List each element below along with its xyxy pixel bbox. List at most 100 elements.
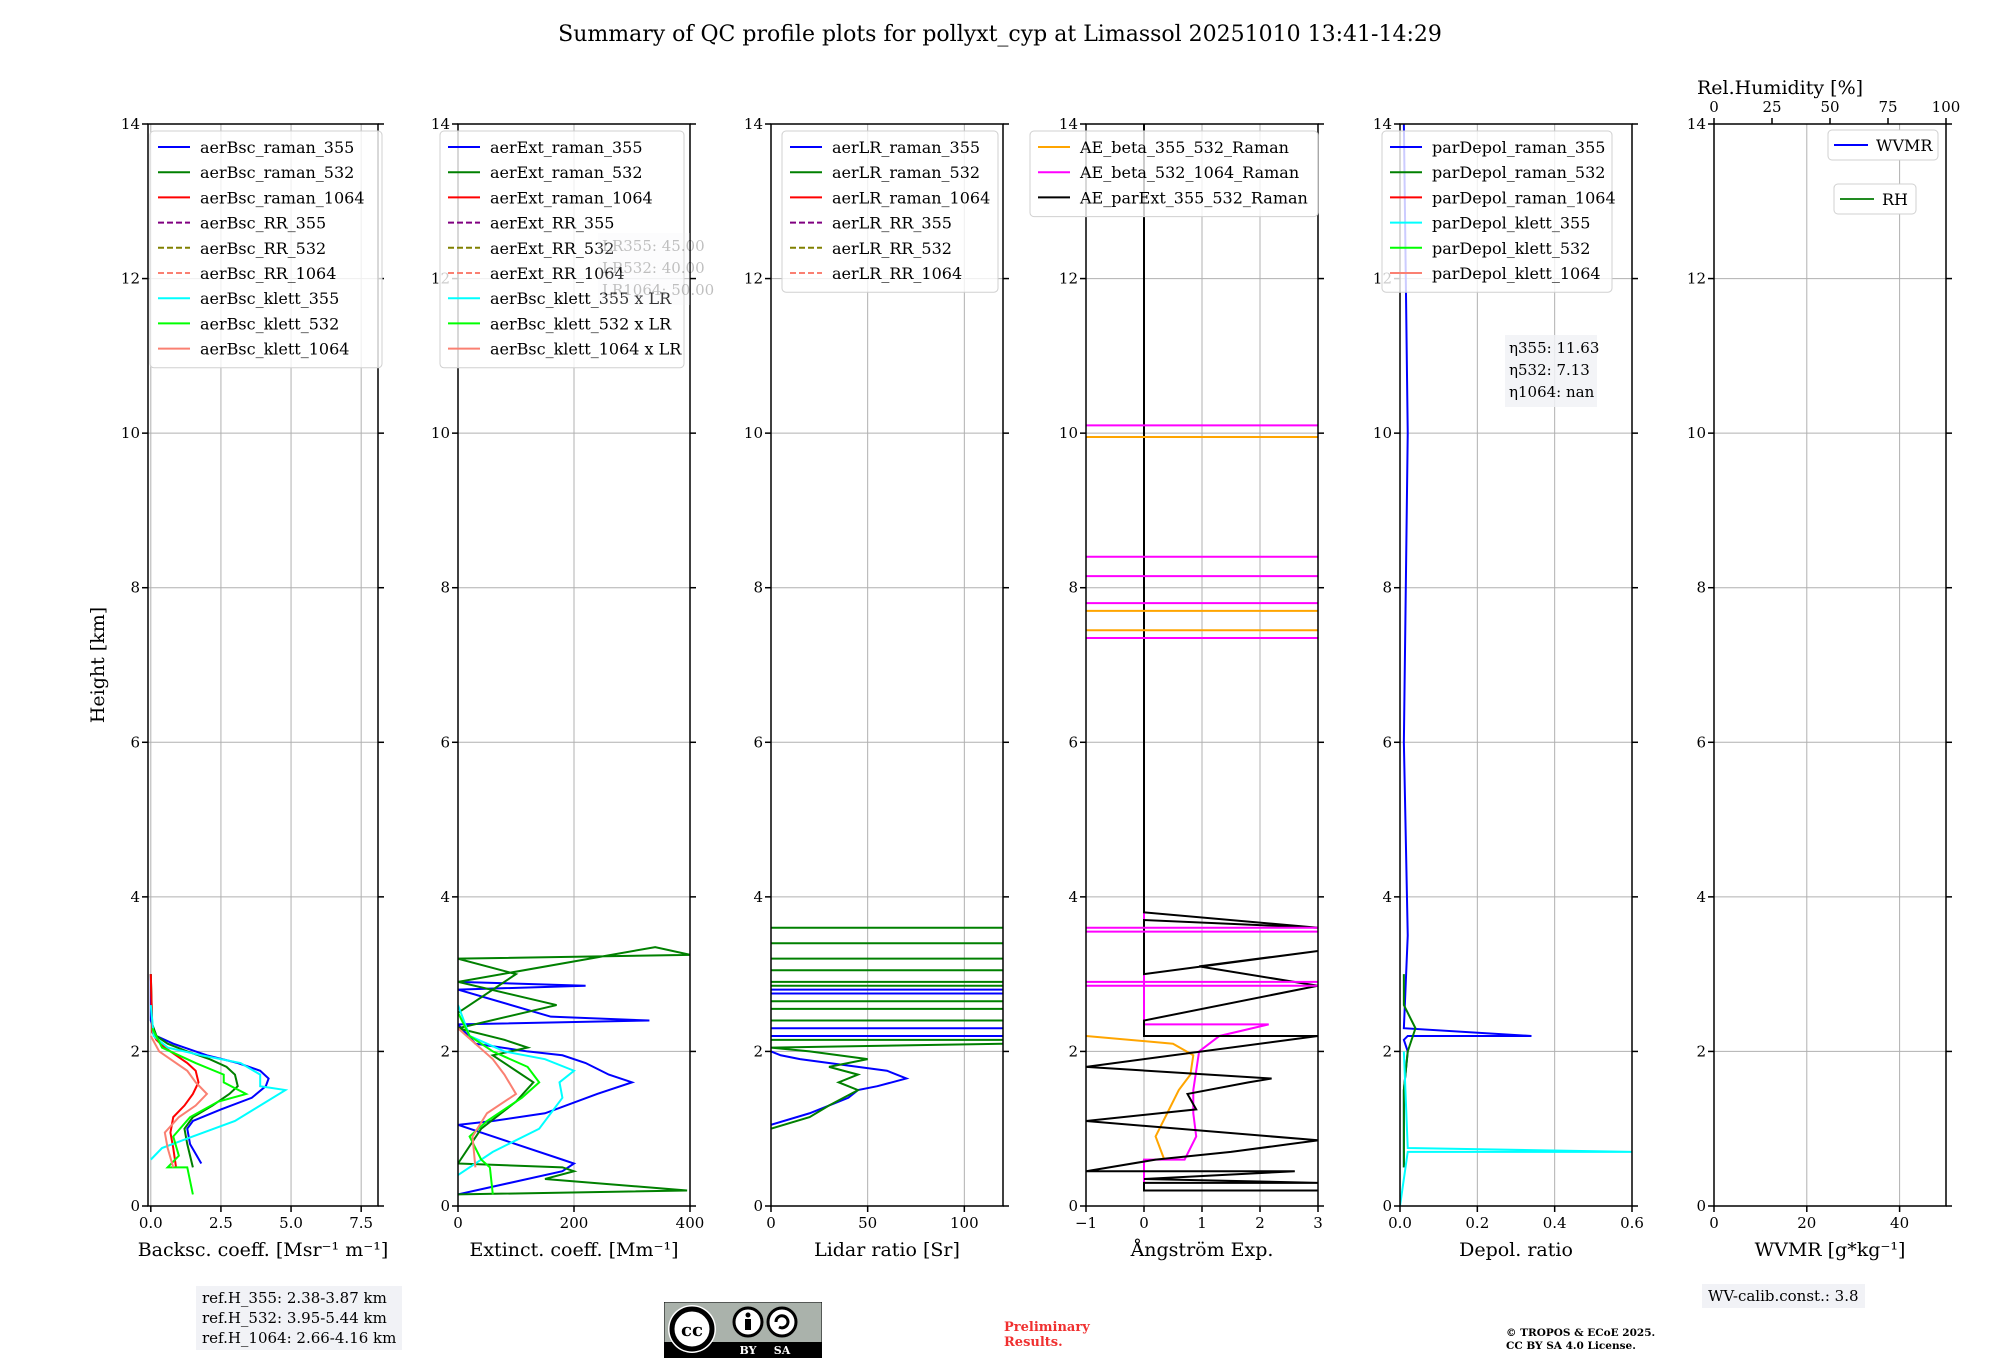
y-tick-label: 14 [744,115,763,133]
y-tick-label: 8 [1382,579,1392,597]
series-aerExt_raman_532 [458,946,690,1196]
legend-entry: aerExt_RR_355 [490,214,614,233]
x-axis-label: Backsc. coeff. [Msr⁻¹ m⁻¹] [138,1239,389,1261]
x-tick-label: 0.0 [139,1214,163,1232]
x-tick-label: 0 [453,1214,463,1232]
legend-entry: aerBsc_RR_1064 [200,264,336,283]
data-area [1400,124,1632,1206]
axes-frame [147,123,379,1207]
legend-entry: aerBsc_klett_355 [200,289,339,308]
y-tick-label: 12 [744,270,763,288]
y-tick-label: 10 [1373,424,1392,442]
legend-entry: aerBsc_klett_532 x LR [490,314,672,333]
y-tick-label: 12 [1687,270,1706,288]
cc-text: cc [681,1320,703,1341]
y-tick-label: 12 [121,270,140,288]
x-top-tick-label: 25 [1762,98,1781,116]
y-tick-label: 10 [1059,424,1078,442]
x-axis-label: Lidar ratio [Sr] [814,1239,960,1261]
legend-entry: aerLR_raman_355 [832,138,980,157]
data-area [771,926,1003,1130]
ref-height-355: ref.H_355: 2.38-3.87 km [202,1289,387,1307]
y-tick-label: 10 [1687,424,1706,442]
y-tick-label: 14 [431,115,450,133]
x-tick-label: 0.2 [1465,1214,1489,1232]
y-tick-label: 0 [753,1197,763,1215]
cc-by-sa-badge: cc BY SA [663,1301,823,1362]
x-tick-label: 5.0 [279,1214,303,1232]
preliminary-line-2: Results. [1004,1335,1063,1350]
series-aerBsc_klett_1064 [149,1035,209,1168]
y-tick-label: 8 [1696,579,1706,597]
y-tick-label: 4 [1696,888,1706,906]
y-tick-label: 4 [440,888,450,906]
series-AE_beta_355_532_Raman [1086,1034,1195,1160]
y-tick-label: 2 [440,1042,450,1060]
series-AE_parExt_355_532_Raman [1086,124,1318,1192]
series-aerBsc_klett_355 [149,1004,289,1161]
y-tick-label: 6 [1068,733,1078,751]
sa-text: SA [774,1344,791,1357]
legend-depol: parDepol_raman_355 parDepol_raman_532 parD… [1381,130,1616,293]
y-tick-label: 0 [1382,1197,1392,1215]
legend-WVMR: WVMR [1827,129,1939,161]
y-tick-label: 0 [1068,1197,1078,1215]
series-aerLR_raman_355 [771,1050,910,1126]
figure-title: Summary of QC profile plots for pollyxt_… [558,22,1442,47]
x-axis-label: Extinct. coeff. [Mm⁻¹] [469,1239,678,1261]
x-tick-label: 0 [766,1214,776,1232]
y-tick-label: 2 [130,1042,140,1060]
legend-entry: parDepol_raman_1064 [1432,188,1616,207]
panel-lr: 0 50 100 0 2 4 6 8 10 12 14 Lidar ratio [Sr] aerLR_r… [744,115,1009,1261]
wv-calib-constant: WV-calib.const.: 3.8 [1708,1287,1859,1305]
legend-entry: aerExt_RR_532 [490,239,614,258]
y-tick-label: 8 [753,579,763,597]
legend-entry: aerExt_raman_532 [490,163,643,182]
series-parDepol_raman_532 [1402,974,1417,1168]
y-tick-label: 2 [1696,1042,1706,1060]
y-tick-label: 12 [1059,270,1078,288]
series-AE_beta_532_1064_Raman [1143,124,1269,1191]
x-tick-label: 1 [1197,1214,1207,1232]
y-tick-label: 8 [130,579,140,597]
annotation-line: LR355: 45.00 [602,237,705,255]
series-aerBsc_klett_532 [151,1027,249,1195]
series-aerBsc_klett_355 x LR [458,1004,576,1176]
legend-lr: aerLR_raman_355 aerLR_raman_532 aerLR_rama… [781,130,999,293]
x-tick-label: 0.6 [1620,1214,1644,1232]
y-tick-label: 4 [1068,888,1078,906]
legend-entry: parDepol_raman_532 [1432,163,1605,182]
x-top-tick-label: 50 [1820,98,1839,116]
panel-depol: 0.00.20.40.602468101214Depol. ratioparDe… [1373,115,1644,1261]
y-tick-label: 2 [1382,1042,1392,1060]
annotation-line: LR532: 40.00 [602,259,705,277]
legend-ext: aerExt_raman_355 aerExt_raman_532 aerExt_r… [439,130,685,369]
x-tick-label: 200 [560,1214,589,1232]
annotation-line: η355: 11.63 [1509,339,1599,357]
panel-wvmr: 0 20 40 0 2 4 6 8 10 12 14 WVMR [g*kg⁻¹] 0 25 50 75 100 R… [1687,77,1960,1261]
legend-entry: aerBsc_RR_355 [200,214,326,233]
y-tick-label: 0 [1696,1197,1706,1215]
x-top-tick-label: 0 [1709,98,1719,116]
reference-height-box: ref.H_355: 2.38-3.87 km ref.H_532: 3.95-… [196,1286,403,1350]
x-tick-label: 2 [1255,1214,1265,1232]
panel-ext: 020040002468101214Extinct. coeff. [Mm⁻¹]… [431,115,714,1261]
y-tick-label: 4 [1382,888,1392,906]
y-tick-label: 2 [1068,1042,1078,1060]
x-tick-label: 7.5 [349,1214,373,1232]
legend-entry: aerBsc_klett_1064 x LR [490,340,682,359]
legend-label: RH [1882,190,1908,209]
legend-entry: parDepol_klett_355 [1432,214,1590,233]
legend-entry: aerBsc_raman_532 [200,163,354,182]
legend-entry: aerLR_raman_1064 [832,188,990,207]
legend-entry: aerExt_raman_355 [490,138,643,157]
legend-entry: aerBsc_klett_355 x LR [490,289,672,308]
y-tick-label: 6 [440,733,450,751]
y-axis-label: Height [km] [87,607,109,723]
copyright-line-2: CC BY SA 4.0 License. [1506,1340,1636,1352]
y-tick-label: 14 [1059,115,1078,133]
annotation-line: LR1064: 50.00 [602,281,714,299]
legend-entry: aerBsc_klett_532 [200,314,339,333]
x-tick-label: 400 [676,1214,705,1232]
series-aerBsc_raman_355 [149,974,270,1164]
